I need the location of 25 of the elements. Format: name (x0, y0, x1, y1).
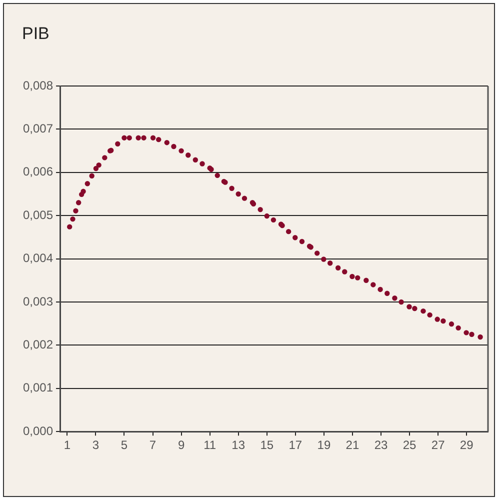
y-tick-label: 0,004 (23, 251, 54, 266)
x-tick-label: 3 (92, 438, 100, 452)
x-tick-label: 7 (149, 438, 156, 452)
y-tick-label: 0,003 (23, 294, 54, 308)
x-tick-label: 23 (374, 438, 388, 452)
x-tick-label: 1 (64, 438, 71, 452)
chart-title: PIB (22, 24, 50, 44)
x-tick-label: 27 (431, 438, 446, 452)
y-tick-label: 0,007 (23, 122, 54, 136)
x-tick-label: 29 (460, 438, 474, 452)
x-tick-label: 5 (120, 438, 128, 452)
x-tick-label: 15 (260, 438, 274, 452)
x-tick-label: 13 (232, 438, 246, 452)
x-tick-label: 21 (346, 438, 360, 452)
x-tick-label: 9 (178, 438, 185, 452)
x-tick-label: 19 (317, 438, 331, 452)
y-tick-label: 0,000 (23, 424, 54, 438)
x-tick-label: 17 (288, 438, 302, 452)
y-tick-label: 0,008 (23, 78, 54, 92)
y-tick-label: 0,006 (23, 164, 54, 179)
x-tick-label: 11 (204, 438, 216, 452)
y-tick-label: 0,005 (23, 208, 54, 222)
y-tick-label: 0,001 (23, 380, 54, 395)
y-tick-label: 0,002 (23, 338, 54, 352)
x-tick-label: 25 (402, 438, 417, 452)
